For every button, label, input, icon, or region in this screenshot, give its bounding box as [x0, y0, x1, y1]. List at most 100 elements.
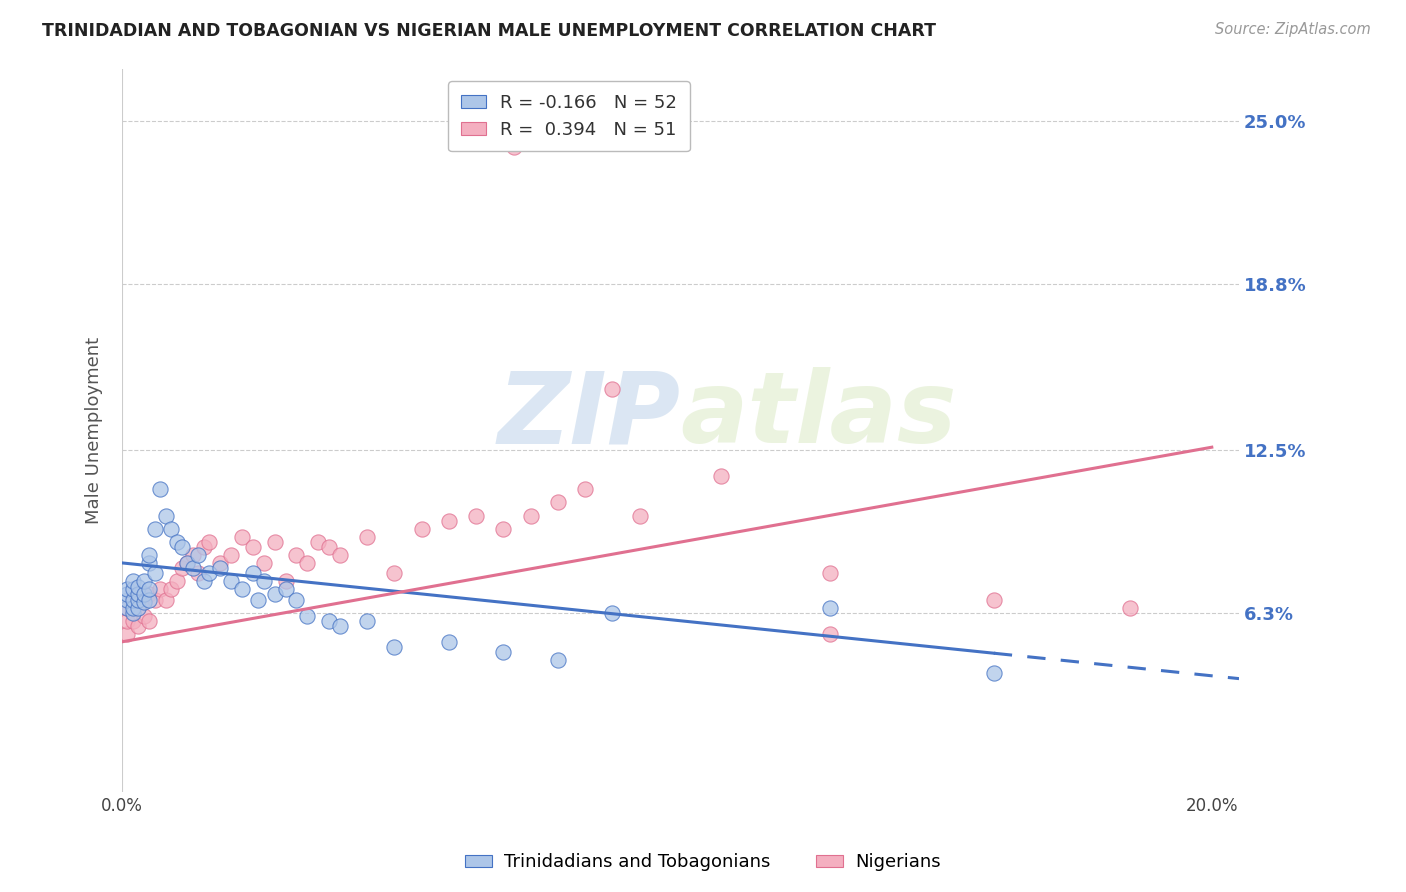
Point — [285, 548, 308, 562]
Point — [547, 495, 569, 509]
Point — [318, 540, 340, 554]
Point — [307, 534, 329, 549]
Point — [297, 608, 319, 623]
Point — [138, 587, 160, 601]
Point — [138, 582, 160, 597]
Point — [574, 483, 596, 497]
Point — [820, 600, 842, 615]
Point — [132, 595, 155, 609]
Point — [187, 566, 209, 581]
Point — [149, 483, 172, 497]
Point — [127, 619, 149, 633]
Point — [231, 582, 253, 597]
Point — [187, 548, 209, 562]
Point — [122, 574, 145, 589]
Point — [132, 608, 155, 623]
Point — [628, 508, 651, 523]
Point — [519, 508, 541, 523]
Point — [356, 614, 378, 628]
Point — [117, 582, 139, 597]
Point — [117, 587, 139, 601]
Point — [602, 606, 624, 620]
Point — [198, 566, 221, 581]
Point — [602, 382, 624, 396]
Point — [138, 614, 160, 628]
Point — [127, 600, 149, 615]
Point — [138, 592, 160, 607]
Point — [242, 566, 264, 581]
Point — [297, 556, 319, 570]
Point — [983, 666, 1005, 681]
Point — [143, 592, 166, 607]
Point — [219, 548, 242, 562]
Point — [149, 582, 172, 597]
Point — [318, 614, 340, 628]
Text: TRINIDADIAN AND TOBAGONIAN VS NIGERIAN MALE UNEMPLOYMENT CORRELATION CHART: TRINIDADIAN AND TOBAGONIAN VS NIGERIAN M… — [42, 22, 936, 40]
Point — [117, 600, 139, 615]
Point — [253, 556, 276, 570]
Point — [384, 566, 406, 581]
Point — [492, 645, 515, 659]
Point — [122, 582, 145, 597]
Point — [492, 522, 515, 536]
Point — [329, 619, 352, 633]
Point — [384, 640, 406, 654]
Text: atlas: atlas — [681, 368, 957, 464]
Point — [253, 574, 276, 589]
Point — [170, 561, 193, 575]
Point — [219, 574, 242, 589]
Point — [820, 566, 842, 581]
Point — [198, 534, 221, 549]
Point — [820, 627, 842, 641]
Point — [231, 530, 253, 544]
Point — [465, 508, 488, 523]
Point — [122, 592, 145, 607]
Legend: R = -0.166   N = 52, R =  0.394   N = 51: R = -0.166 N = 52, R = 0.394 N = 51 — [449, 81, 690, 152]
Point — [181, 561, 204, 575]
Point — [122, 606, 145, 620]
Y-axis label: Male Unemployment: Male Unemployment — [86, 336, 103, 524]
Point — [176, 556, 198, 570]
Text: Source: ZipAtlas.com: Source: ZipAtlas.com — [1215, 22, 1371, 37]
Point — [209, 561, 232, 575]
Point — [193, 540, 215, 554]
Point — [437, 514, 460, 528]
Point — [437, 635, 460, 649]
Point — [117, 614, 139, 628]
Point — [132, 587, 155, 601]
Legend: Trinidadians and Tobagonians, Nigerians: Trinidadians and Tobagonians, Nigerians — [457, 847, 949, 879]
Point — [356, 530, 378, 544]
Point — [122, 600, 145, 615]
Point — [127, 580, 149, 594]
Point — [155, 592, 177, 607]
Point — [117, 600, 139, 615]
Point — [274, 574, 297, 589]
Point — [274, 582, 297, 597]
Point — [117, 627, 139, 641]
Point — [166, 574, 188, 589]
Point — [138, 556, 160, 570]
Point — [983, 592, 1005, 607]
Point — [242, 540, 264, 554]
Point — [160, 522, 183, 536]
Point — [132, 592, 155, 607]
Point — [132, 574, 155, 589]
Point — [143, 522, 166, 536]
Point — [547, 653, 569, 667]
Point — [117, 592, 139, 607]
Point — [263, 587, 285, 601]
Point — [1119, 600, 1142, 615]
Point — [263, 534, 285, 549]
Point — [193, 574, 215, 589]
Point — [127, 592, 149, 607]
Point — [710, 469, 733, 483]
Point — [285, 592, 308, 607]
Point — [503, 140, 526, 154]
Point — [247, 592, 270, 607]
Point — [181, 548, 204, 562]
Point — [122, 592, 145, 607]
Point — [127, 600, 149, 615]
Point — [166, 534, 188, 549]
Point — [176, 556, 198, 570]
Point — [329, 548, 352, 562]
